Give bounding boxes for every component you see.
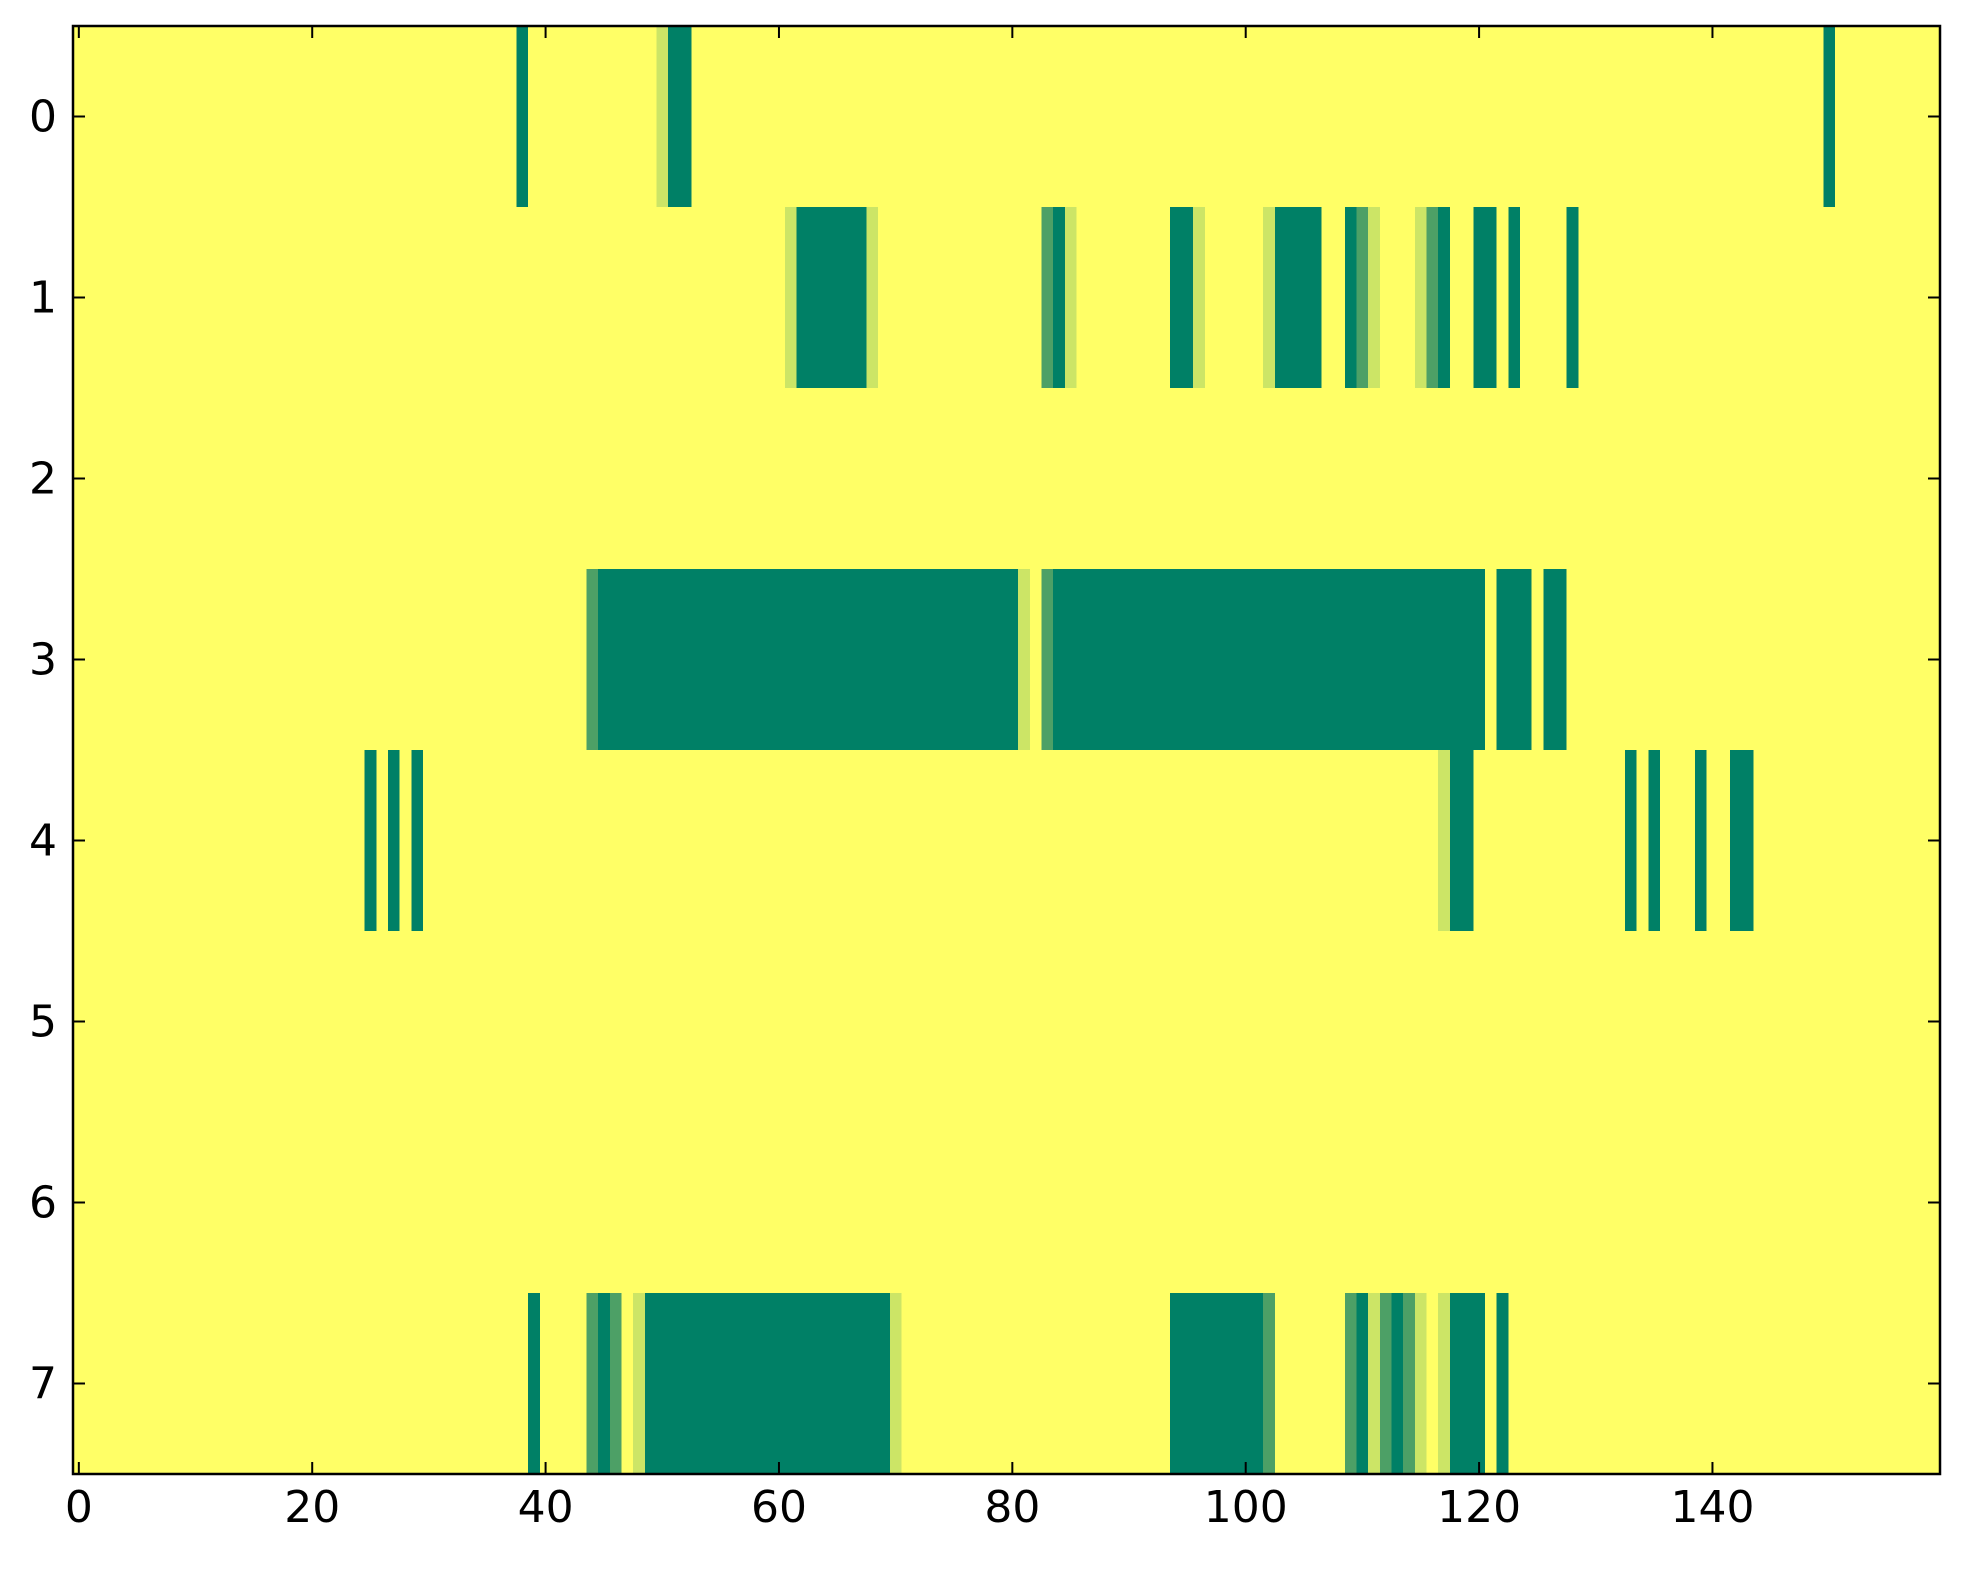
heatmap-cell-row7-seg12 — [1379, 1293, 1392, 1474]
heatmap-cell-row7-seg9 — [1344, 1293, 1357, 1474]
heatmap-cell-row7-seg11 — [1368, 1293, 1380, 1474]
x-tick-label-120: 120 — [1437, 1482, 1521, 1533]
heatmap-cell-row0-seg2 — [668, 26, 692, 207]
heatmap-cell-row1-seg14 — [1426, 207, 1439, 388]
heatmap-cell-row1-seg18 — [1566, 207, 1579, 388]
x-tick-label-140: 140 — [1670, 1482, 1754, 1533]
heatmap-cell-row1-seg16 — [1473, 207, 1497, 388]
heatmap-cell-row4-seg6 — [1648, 750, 1660, 931]
heatmap-cell-row7-seg13 — [1391, 1293, 1404, 1474]
heatmap-cell-row1-seg2 — [866, 207, 879, 388]
heatmap-cell-row1-seg8 — [1263, 207, 1275, 388]
heatmap-cell-row1-seg7 — [1193, 207, 1205, 388]
heatmap-cell-row1-seg12 — [1368, 207, 1380, 388]
heatmap-cell-row1-seg11 — [1356, 207, 1369, 388]
heatmap-cell-row4-seg3 — [1438, 750, 1450, 931]
x-tick-label-20: 20 — [284, 1482, 340, 1533]
heatmap-cell-row3-seg6 — [1543, 569, 1567, 750]
heatmap-cell-row1-seg5 — [1064, 207, 1077, 388]
heatmap-cell-row4-seg5 — [1624, 750, 1637, 931]
x-tick-label-100: 100 — [1204, 1482, 1288, 1533]
heatmap-cell-row7-seg16 — [1438, 1293, 1450, 1474]
heatmap-cell-row1-seg10 — [1344, 207, 1357, 388]
y-tick-label-2: 2 — [29, 454, 57, 505]
heatmap-cell-row4-seg1 — [388, 750, 400, 931]
y-tick-label-5: 5 — [29, 997, 57, 1048]
heatmap-cell-row1-seg17 — [1508, 207, 1520, 388]
heatmap-cells-layer — [364, 26, 1835, 1474]
heatmap-cell-row7-seg1 — [586, 1293, 599, 1474]
heatmap-cell-row7-seg7 — [1169, 1293, 1264, 1474]
heatmap-cell-row3-seg5 — [1496, 569, 1532, 750]
heatmap-cell-row7-seg10 — [1356, 1293, 1369, 1474]
heatmap-cell-row1-seg13 — [1414, 207, 1427, 388]
heatmap-cell-row7-seg4 — [633, 1293, 645, 1474]
y-tick-label-1: 1 — [29, 273, 57, 324]
heatmap-cell-row1-seg9 — [1274, 207, 1322, 388]
heatmap-cell-row7-seg3 — [609, 1293, 622, 1474]
x-tick-label-60: 60 — [751, 1482, 807, 1533]
y-tick-label-4: 4 — [29, 816, 57, 867]
x-tick-labels: 0 20 40 60 80 100 120 140 — [65, 1482, 1755, 1533]
plot-frame — [71, 24, 1942, 1476]
y-tick-label-7: 7 — [29, 1359, 57, 1410]
y-tick-label-0: 0 — [29, 92, 57, 143]
heatmap-cell-row1-seg0 — [784, 207, 797, 388]
heatmap-cell-row0-seg1 — [656, 26, 669, 207]
heatmap-cell-row4-seg8 — [1729, 750, 1754, 931]
heatmap-cell-row4-seg4 — [1449, 750, 1474, 931]
tick-marks-layer — [73, 26, 1940, 1474]
heatmap-cell-row3-seg1 — [598, 569, 1019, 750]
y-tick-label-6: 6 — [29, 1178, 57, 1229]
heatmap-cell-row7-seg8 — [1263, 1293, 1275, 1474]
heatmap-cell-row7-seg6 — [889, 1293, 902, 1474]
heatmap-cell-row7-seg17 — [1449, 1293, 1485, 1474]
heatmap-cell-row7-seg5 — [644, 1293, 890, 1474]
y-tick-labels: 0 1 2 3 4 5 6 7 — [29, 92, 57, 1410]
heatmap-cell-row1-seg4 — [1053, 207, 1065, 388]
heatmap-cell-row3-seg2 — [1018, 569, 1030, 750]
x-tick-label-40: 40 — [518, 1482, 574, 1533]
heatmap-cell-row7-seg18 — [1496, 1293, 1509, 1474]
heatmap-cell-row4-seg0 — [364, 750, 377, 931]
plot-frame-layer — [71, 24, 1942, 1476]
heatmap-cell-row3-seg3 — [1041, 569, 1054, 750]
heatmap-cell-row4-seg2 — [411, 750, 424, 931]
heatmap-cell-row3-seg4 — [1053, 569, 1485, 750]
heatmap-cell-row4-seg7 — [1694, 750, 1707, 931]
heatmap-cell-row1-seg1 — [796, 207, 867, 388]
heatmap-cell-row0-seg3 — [1823, 26, 1835, 207]
heatmap-cell-row0-seg0 — [516, 26, 529, 207]
heatmap-cell-row7-seg2 — [598, 1293, 610, 1474]
y-tick-label-3: 3 — [29, 635, 57, 686]
heatmap-cell-row1-seg3 — [1041, 207, 1054, 388]
heatmap-cell-row1-seg15 — [1438, 207, 1450, 388]
heatmap-cell-row1-seg6 — [1169, 207, 1194, 388]
heatmap-cell-row3-seg0 — [586, 569, 599, 750]
heatmap-cell-row7-seg14 — [1403, 1293, 1415, 1474]
heatmap-cell-row7-seg15 — [1414, 1293, 1427, 1474]
x-tick-label-0: 0 — [65, 1482, 93, 1533]
heatmap-cell-row7-seg0 — [528, 1293, 540, 1474]
x-tick-label-80: 80 — [984, 1482, 1040, 1533]
